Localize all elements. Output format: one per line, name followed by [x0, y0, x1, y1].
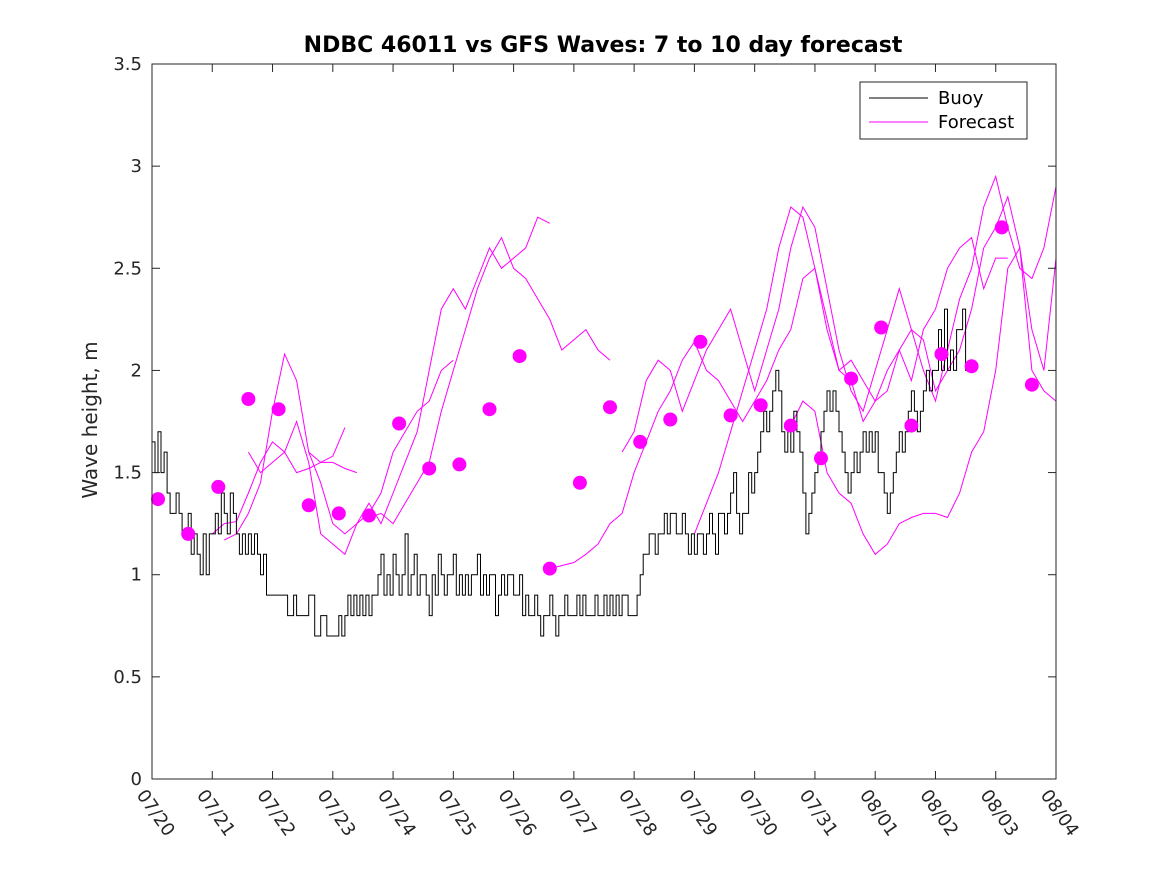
forecast-marker: [994, 220, 1009, 235]
forecast-marker: [512, 349, 527, 364]
forecast-marker: [482, 402, 497, 417]
legend-buoy-label: Buoy: [938, 88, 984, 109]
forecast-markers: [151, 220, 1039, 576]
y-tick-label: 2.5: [113, 258, 142, 279]
forecast-marker: [934, 347, 949, 362]
forecast-series-line: [368, 236, 611, 525]
legend-box: [859, 81, 1028, 140]
forecast-marker: [301, 498, 316, 513]
forecast-marker: [452, 457, 467, 472]
forecast-marker: [633, 434, 648, 449]
y-tick-label: 1: [131, 565, 142, 586]
forecast-marker: [1024, 377, 1039, 392]
legend-forecast-label: Forecast: [938, 112, 1014, 133]
y-tick-label: 0.5: [113, 667, 142, 688]
forecast-marker: [271, 402, 286, 417]
forecast-marker: [151, 492, 165, 507]
forecast-marker: [542, 561, 557, 576]
y-tick-label: 1.5: [113, 463, 142, 484]
forecast-marker: [874, 320, 889, 335]
forecast-marker: [753, 398, 768, 413]
y-axis: 0 0.5 1 1.5 2 2.5 3 3.5: [113, 54, 1056, 790]
forecast-marker: [422, 461, 437, 476]
plot-area: [152, 174, 1057, 637]
forecast-marker: [572, 475, 587, 490]
forecast-series-line: [790, 246, 1057, 556]
forecast-series-line: [224, 352, 358, 541]
forecast-series-line: [621, 174, 1057, 453]
forecast-series-line: [308, 216, 551, 535]
forecast-marker: [241, 392, 256, 406]
forecast-marker: [331, 506, 346, 521]
forecast-marker: [392, 416, 407, 431]
y-tick-label: 3: [131, 156, 142, 177]
forecast-marker: [181, 526, 196, 541]
buoy-series-line: [152, 308, 969, 637]
forecast-marker: [693, 334, 708, 349]
y-tick-label: 0: [131, 769, 142, 790]
legend: Buoy Forecast: [859, 81, 1028, 140]
forecast-marker: [844, 371, 859, 386]
forecast-series-line: [549, 236, 1008, 570]
plot-frame: [151, 63, 1057, 780]
y-axis-label: Wave height, m: [78, 341, 102, 498]
forecast-series-line: [211, 427, 346, 535]
forecast-marker: [362, 508, 376, 523]
forecast-marker: [904, 418, 919, 433]
forecast-series-line: [247, 359, 454, 556]
y-tick-label: 2: [131, 360, 142, 381]
forecast-marker: [211, 479, 226, 494]
forecast-marker: [814, 451, 828, 466]
forecast-marker: [723, 408, 738, 423]
y-tick-label: 3.5: [113, 54, 142, 75]
chart-title: NDBC 46011 vs GFS Waves: 7 to 10 day for…: [304, 33, 903, 58]
forecast-marker: [603, 400, 617, 415]
forecast-marker: [783, 418, 798, 433]
forecast-marker: [964, 359, 979, 374]
forecast-marker: [663, 412, 678, 427]
